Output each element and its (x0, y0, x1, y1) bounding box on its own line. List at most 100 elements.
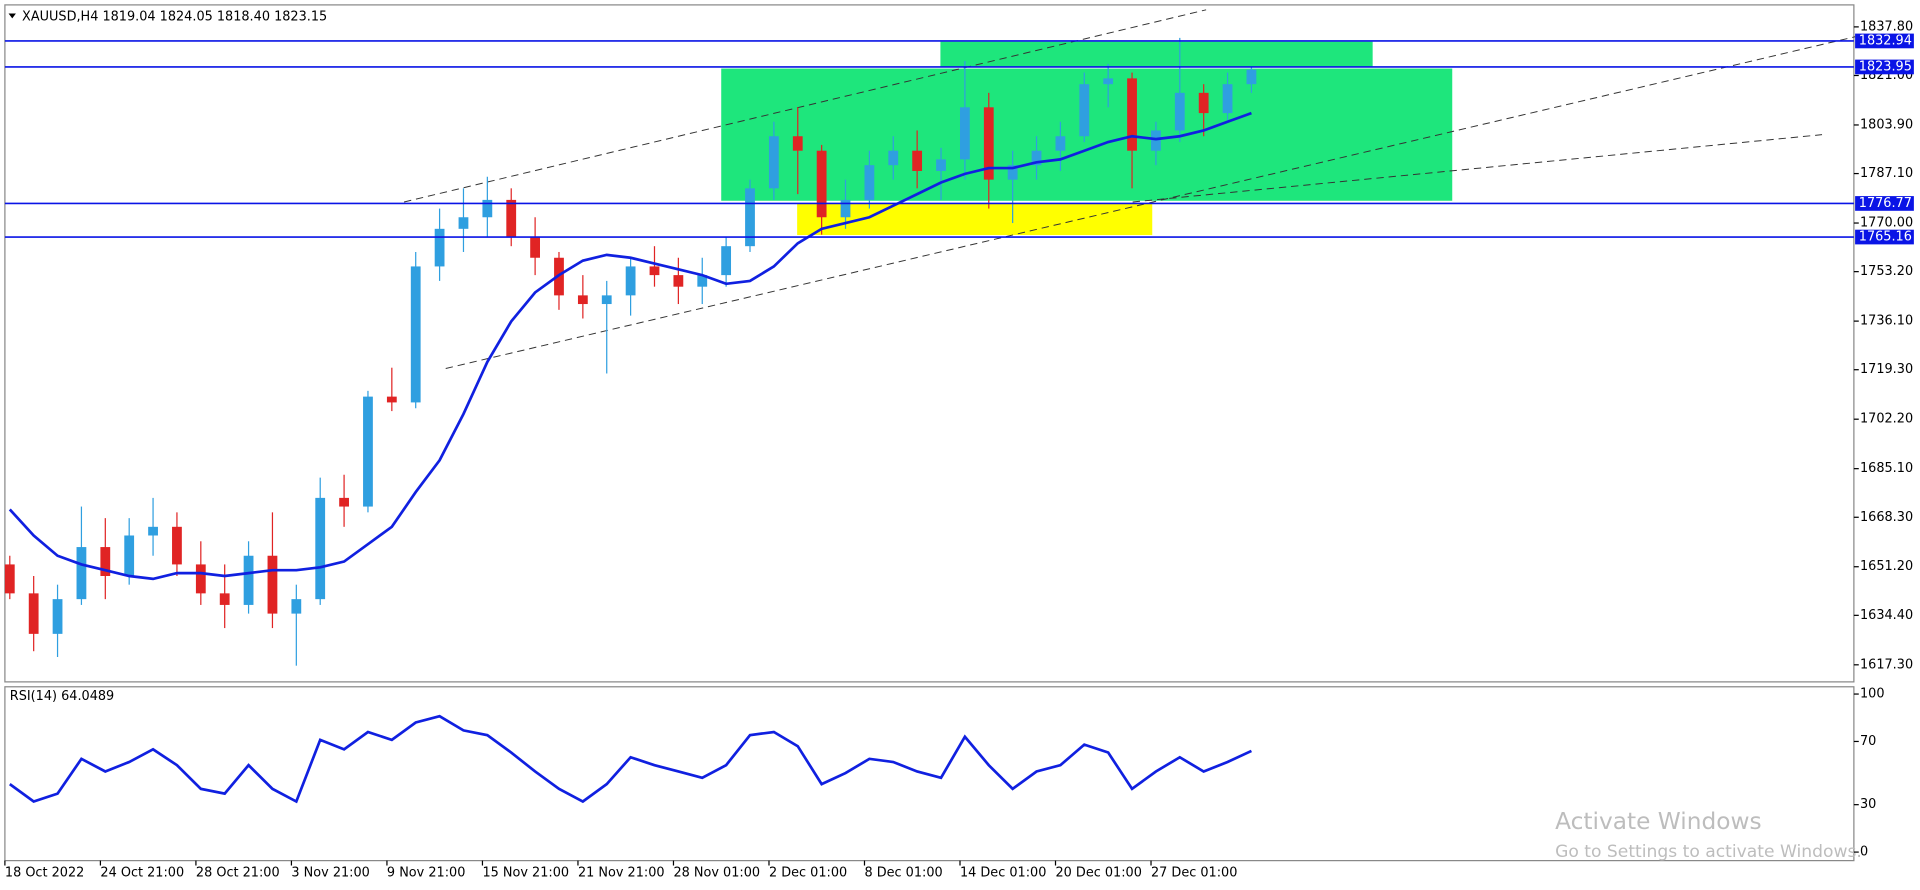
x-tick-label: 14 Dec 01:00 (960, 865, 1046, 880)
candle-body (673, 275, 684, 287)
x-tick-label: 18 Oct 2022 (5, 865, 84, 880)
x-tick-label: 28 Nov 01:00 (673, 865, 760, 880)
candle-body (983, 107, 994, 180)
candle-body (386, 396, 397, 403)
rsi-line (9, 714, 1252, 804)
level-label-box (1855, 229, 1914, 245)
level-label-box (1855, 196, 1914, 211)
candle-body (76, 547, 87, 600)
y-tick-label: 1770.00 (1860, 216, 1913, 231)
x-tick-label: 8 Dec 01:00 (864, 865, 942, 880)
candle-body (410, 266, 421, 403)
menu-arrow[interactable] (8, 13, 16, 19)
y-tick-label: 1617.30 (1860, 657, 1913, 672)
y-tick-label: 1787.10 (1860, 166, 1913, 181)
channel-line (403, 9, 1207, 203)
level-label-box (1855, 59, 1914, 75)
level-label: 1823.95 (1859, 59, 1912, 74)
candle-body (482, 199, 493, 218)
candle-body (339, 497, 349, 507)
y-tick-label: 30 (1860, 797, 1876, 812)
watermark-subtitle: Go to Settings to activate Windows. (1555, 842, 1862, 862)
candle-body (219, 593, 230, 605)
candle-body (577, 295, 588, 305)
candle-body (148, 526, 158, 536)
rsi-title: RSI(14) 64.0489 (10, 689, 114, 704)
y-tick-label: 1651.20 (1860, 559, 1913, 574)
candle-body (888, 150, 899, 166)
candle-body (1174, 92, 1185, 131)
level-label: 1832.94 (1859, 33, 1912, 48)
zone-yellow (797, 203, 1153, 236)
candle-body (124, 535, 135, 576)
candle-body (697, 275, 708, 287)
channel-lines (403, 9, 1856, 369)
x-tick-label: 24 Oct 21:00 (100, 865, 184, 880)
candle-body (458, 217, 469, 229)
level-label-box (1855, 33, 1914, 49)
candle-body (960, 107, 970, 160)
candle-body (1031, 150, 1042, 166)
zone-green (940, 41, 1373, 68)
candle-body (840, 199, 851, 218)
candle-body (912, 150, 923, 171)
x-tick-label: 21 Nov 21:00 (578, 865, 665, 880)
y-tick-label: 1719.30 (1860, 362, 1913, 377)
y-tick-label: 1753.20 (1860, 264, 1913, 279)
x-tick-label: 20 Dec 01:00 (1056, 865, 1142, 880)
level-label: 1765.16 (1859, 230, 1912, 245)
y-tick-label: 70 (1860, 734, 1876, 749)
candle-body (506, 199, 517, 238)
candle-body (291, 599, 302, 614)
symbol-header: XAUUSD,H4 1819.04 1824.05 1818.40 1823.1… (22, 10, 327, 25)
candle-body (530, 237, 540, 258)
y-tick-label: 1837.80 (1860, 19, 1913, 34)
x-tick-label: 15 Nov 21:00 (482, 865, 569, 880)
y-tick-label: 1634.40 (1860, 608, 1913, 623)
y-tick-label: 1685.10 (1860, 461, 1913, 476)
x-tick-label: 28 Oct 21:00 (196, 865, 280, 880)
candle-body (1246, 69, 1257, 85)
candle-body (52, 599, 63, 634)
candle-body (625, 266, 636, 296)
candle-body (28, 593, 39, 634)
x-tick-label: 2 Dec 01:00 (769, 865, 847, 880)
candle-body (1198, 92, 1209, 114)
candle-body (1151, 130, 1161, 151)
x-tick-label: 27 Dec 01:00 (1151, 865, 1237, 880)
y-tick-label: 1668.30 (1860, 510, 1913, 525)
moving-average (8, 111, 1252, 581)
candle-body (243, 555, 254, 605)
candle-body (936, 159, 946, 171)
candle-body (649, 266, 660, 276)
candle-body (1103, 78, 1114, 85)
y-tick-label: 1803.90 (1860, 117, 1913, 132)
channel-line (445, 36, 1856, 369)
level-label: 1776.77 (1859, 196, 1912, 211)
y-tick-label: 1702.20 (1860, 412, 1913, 427)
candle-body (195, 564, 206, 594)
candle-body (792, 136, 803, 151)
candle-body (816, 150, 827, 218)
y-tick-label: 100 (1860, 687, 1885, 702)
candle-body (1007, 165, 1018, 180)
watermark-title: Activate Windows (1555, 808, 1761, 835)
candle-body (864, 165, 875, 200)
candle-body (434, 228, 445, 267)
candle-body (1055, 136, 1066, 151)
y-tick-label: 1736.10 (1860, 314, 1913, 329)
candle-body (768, 136, 779, 189)
channel-line (1132, 134, 1823, 203)
y-tick-label: 0 (1860, 845, 1868, 860)
candle-body (172, 526, 182, 565)
candle-body (745, 188, 755, 247)
x-tick-label: 9 Nov 21:00 (387, 865, 465, 880)
candle-body (363, 396, 373, 507)
candle-body (267, 555, 278, 614)
candle-body (315, 497, 326, 600)
candle-body (4, 564, 15, 594)
candle-body (601, 295, 612, 305)
candle-body (1222, 84, 1233, 114)
candle-body (100, 547, 111, 576)
